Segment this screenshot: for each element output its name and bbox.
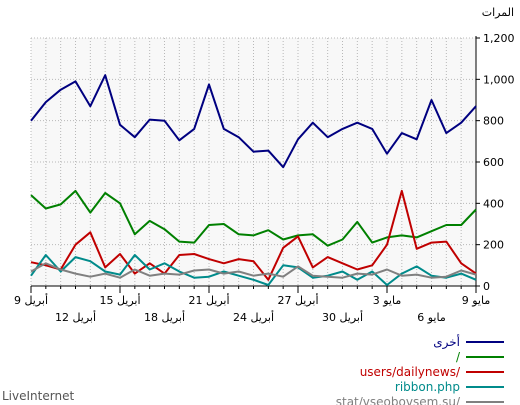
y-tick-label: 1,200: [483, 32, 515, 45]
y-tick-label: 1,000: [483, 73, 515, 86]
x-tick-label: 15 أبريل: [99, 293, 140, 307]
y-axis: 0 200 400 600 800 1,000 1,200: [475, 32, 515, 293]
series-line: [30, 254, 477, 286]
x-tick-label: 9 مايو: [462, 294, 491, 307]
x-tick-label: 3 مايو: [373, 294, 402, 307]
x-tick-label: 12 أبريل: [55, 310, 96, 324]
y-axis-label: المرات: [482, 6, 514, 19]
x-tick-label: 30 أبريل: [322, 310, 363, 324]
credit-text: LiveInternet: [2, 389, 74, 403]
series-line: [30, 262, 477, 279]
legend-label: users/dailynews/: [360, 365, 461, 379]
legend-label: ribbon.php: [395, 380, 460, 394]
x-tick-label: 21 أبريل: [188, 293, 229, 307]
y-tick-label: 600: [483, 156, 504, 169]
y-tick-label: 800: [483, 115, 504, 128]
legend: أخرى/users/dailynews/ribbon.phpstat/vseo…: [336, 334, 504, 405]
x-tick-label: 9 أبريل: [14, 293, 48, 307]
x-tick-label: 6 مايو: [417, 311, 446, 324]
y-tick-label: 0: [483, 280, 490, 293]
series-line: [30, 74, 477, 169]
y-tick-label: 200: [483, 239, 504, 252]
legend-label: /: [456, 350, 461, 364]
series-line: [30, 189, 477, 281]
series-lines: [30, 74, 477, 286]
x-tick-label: 24 أبريل: [233, 310, 274, 324]
legend-label: أخرى: [433, 334, 460, 350]
grid: [30, 37, 477, 286]
y-tick-label: 400: [483, 197, 504, 210]
series-line: [30, 189, 477, 247]
legend-label: stat/vseobovsem.su/: [336, 395, 461, 405]
x-tick-label: 27 أبريل: [277, 293, 318, 307]
x-tick-label: 18 أبريل: [144, 310, 185, 324]
x-axis: 9 مايو 3 مايو 27 أبريل 21 أبريل 15 أبريل 9 أب…: [14, 285, 491, 324]
